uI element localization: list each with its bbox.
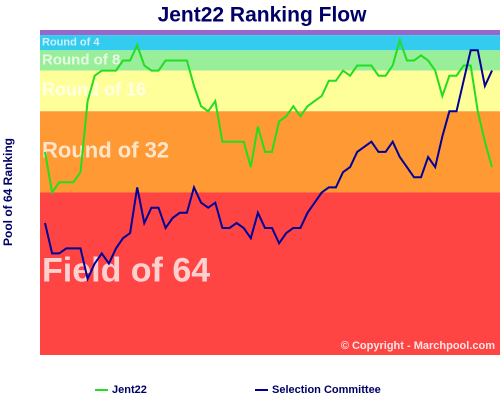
series-line (44, 49, 493, 282)
top-band (40, 30, 500, 35)
band (40, 192, 500, 355)
legend-label: Jent22 (112, 384, 147, 396)
band (40, 50, 500, 71)
band (40, 70, 500, 112)
band-label: Round of 4 (42, 37, 100, 49)
band-label: Field of 64 (42, 251, 210, 289)
copyright: © Copyright - Marchpool.com (341, 340, 495, 352)
band-label: Round of 32 (42, 138, 169, 163)
legend-label: Selection Committee (272, 384, 381, 396)
band (40, 35, 500, 51)
y-axis-label: Pool of 64 Ranking (1, 138, 15, 246)
chart-title: Jent22 Ranking Flow (158, 4, 368, 27)
band-label: Round of 8 (42, 51, 120, 68)
band-label: Round of 16 (42, 80, 146, 100)
series-line (44, 36, 493, 196)
